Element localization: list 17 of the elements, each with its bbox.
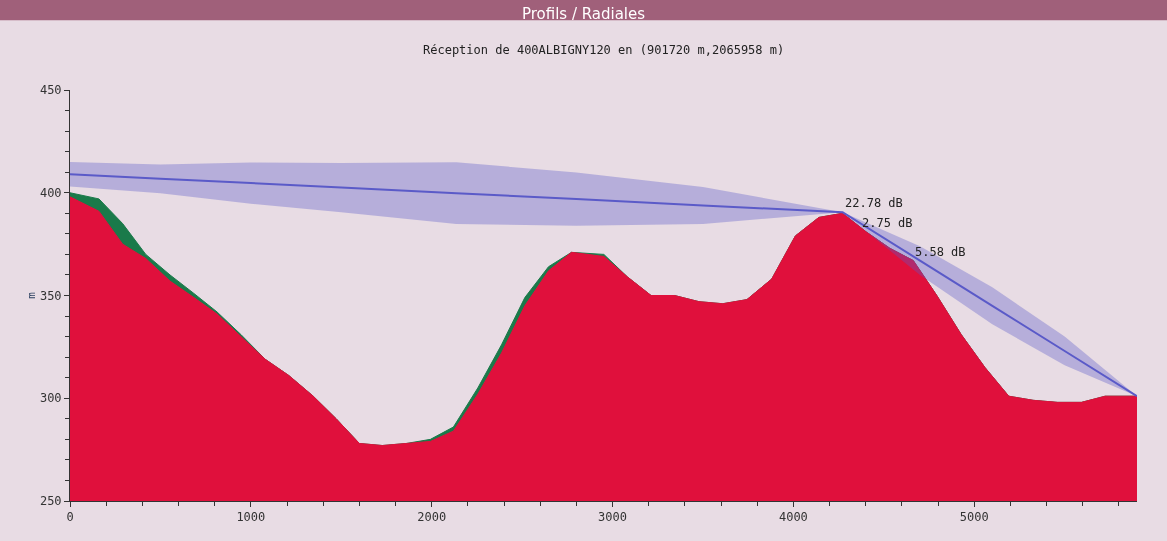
chart-subtitle: Réception de 400ALBIGNY120 en (901720 m,2065958 m) [423,43,785,57]
x-tick-label: 4000 [778,510,808,525]
y-tick-label: 450 [39,83,62,98]
x-tick-label: 2000 [417,510,447,525]
y-axis-title: m [24,291,38,299]
annotation: 5.58 dB [915,245,966,259]
x-tick-label: 3000 [598,510,627,525]
x-tick-label: 1000 [236,510,266,525]
y-tick-label: 400 [39,185,62,200]
annotation: 2.75 dB [862,216,913,230]
y-tick-label: 300 [39,391,62,406]
annotation: 22.78 dB [845,196,903,210]
x-tick-label: 5000 [959,510,989,525]
y-tick-label: 350 [39,288,62,303]
y-tick-label: 250 [39,494,62,509]
x-tick-label: 0 [66,510,74,525]
chart-title: Profils / Radiales [521,4,646,23]
